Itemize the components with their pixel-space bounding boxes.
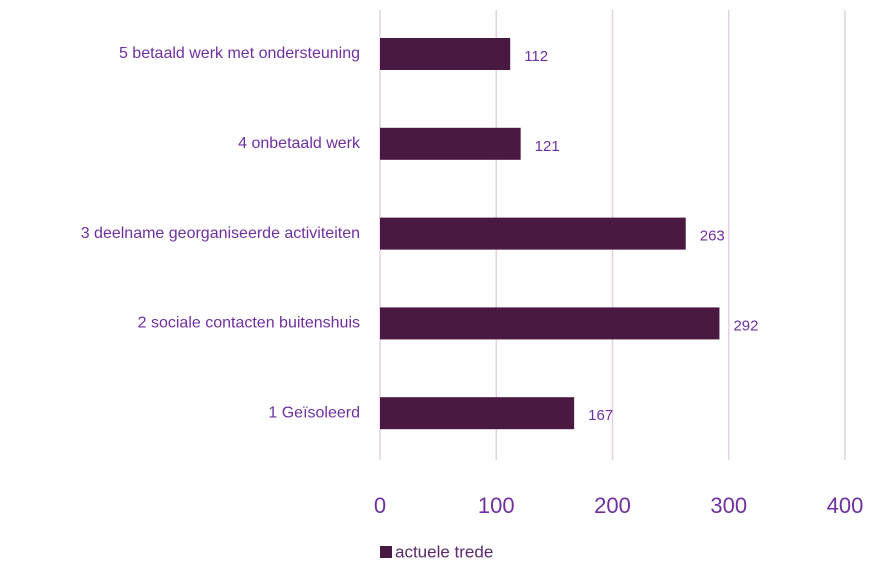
legend-label: actuele trede xyxy=(395,542,493,561)
x-tick-label: 0 xyxy=(374,493,386,518)
data-label: 112 xyxy=(524,48,548,65)
data-label: 292 xyxy=(733,317,758,334)
y-tick-label: 4 onbetaald werk xyxy=(238,135,361,152)
data-label: 121 xyxy=(535,138,560,155)
data-label: 167 xyxy=(588,407,613,424)
bar xyxy=(380,397,575,430)
y-tick-label: 1 Geïsoleerd xyxy=(268,404,360,421)
bar xyxy=(380,217,686,250)
x-tick-label: 300 xyxy=(710,493,747,518)
x-tick-label: 200 xyxy=(594,493,631,518)
bar xyxy=(380,127,521,160)
legend-swatch xyxy=(380,546,392,558)
x-tick-label: 100 xyxy=(478,493,515,518)
bar xyxy=(380,38,511,70)
bar xyxy=(380,307,720,340)
x-tick-label: 400 xyxy=(827,493,864,518)
y-tick-label: 5 betaald werk met ondersteuning xyxy=(119,45,360,62)
y-tick-label: 2 sociale contacten buitenshuis xyxy=(138,315,360,332)
data-label: 263 xyxy=(700,228,725,245)
y-tick-label: 3 deelname georganiseerde activiteiten xyxy=(81,225,360,242)
